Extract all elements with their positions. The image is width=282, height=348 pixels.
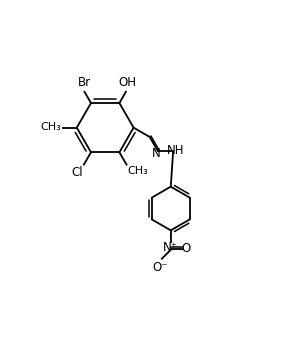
Text: O⁻: O⁻	[152, 261, 168, 274]
Text: NH: NH	[167, 143, 185, 157]
Text: N⁺: N⁺	[163, 241, 178, 254]
Text: Cl: Cl	[71, 166, 83, 179]
Text: CH₃: CH₃	[127, 166, 148, 176]
Text: OH: OH	[118, 76, 136, 89]
Text: N: N	[152, 147, 160, 160]
Text: CH₃: CH₃	[41, 122, 61, 132]
Text: O: O	[182, 243, 191, 255]
Text: Br: Br	[78, 76, 91, 89]
